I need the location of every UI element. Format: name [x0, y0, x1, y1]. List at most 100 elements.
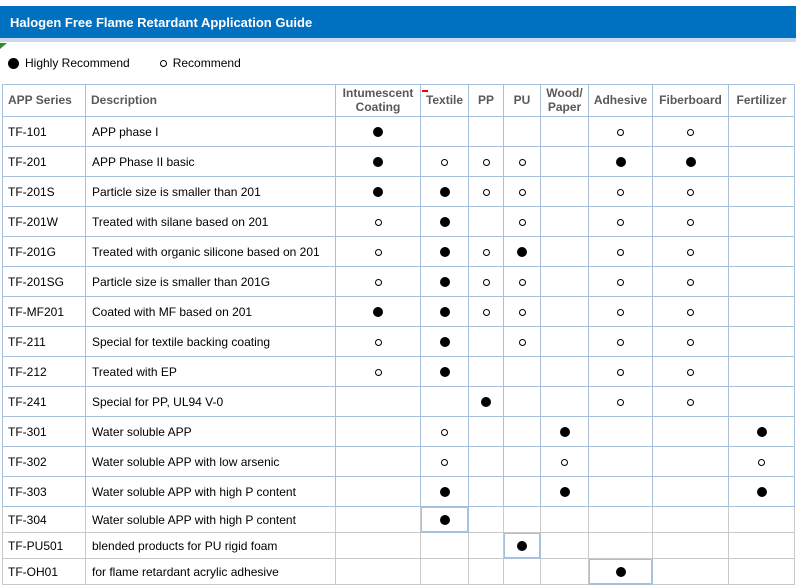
mark-cell-intumescent-coating: [335, 326, 421, 357]
series-cell: TF-301: [2, 416, 86, 447]
recommend-icon: [687, 398, 694, 406]
mark-cell-fiberboard: [652, 296, 729, 327]
mark-cell-fertilizer: [728, 558, 795, 585]
highly-recommend-icon: [373, 157, 383, 168]
column-header-pp: PP: [468, 84, 504, 117]
mark-cell-pp: [468, 558, 504, 585]
description-cell: Particle size is smaller than 201: [85, 176, 336, 207]
mark-cell-pu: [503, 266, 541, 297]
recommend-icon: [687, 308, 694, 316]
mark-cell-intumescent-coating: [335, 356, 421, 387]
mark-cell-fiberboard: [652, 146, 729, 177]
mark-cell-pu: [503, 296, 541, 327]
table-row: TF-101 APP phase I: [2, 116, 795, 147]
mark-cell-pp: [468, 356, 504, 387]
series-cell: TF-201S: [2, 176, 86, 207]
recommend-icon: [482, 188, 490, 196]
mark-cell-wood-paper: [540, 416, 589, 447]
comment-indicator-icon: [422, 90, 428, 92]
mark-cell-wood-paper: [540, 558, 589, 585]
mark-cell-intumescent-coating: [335, 476, 421, 507]
column-header-fiberboard: Fiberboard: [652, 84, 729, 117]
description-cell: Water soluble APP with high P content: [85, 476, 336, 507]
recommend-icon: [159, 59, 167, 67]
series-cell: TF-201SG: [2, 266, 86, 297]
mark-cell-wood-paper: [540, 236, 589, 267]
recommend-icon: [687, 248, 694, 256]
recommend-icon: [617, 278, 624, 286]
mark-cell-fiberboard: [652, 176, 729, 207]
mark-cell-wood-paper: [540, 146, 589, 177]
mark-cell-fertilizer: [728, 386, 795, 417]
column-header-adhesive: Adhesive: [588, 84, 653, 117]
recommend-icon: [617, 338, 624, 346]
recommend-icon: [441, 428, 448, 436]
mark-cell-pp: [468, 476, 504, 507]
mark-cell-wood-paper: [540, 476, 589, 507]
highly-recommend-icon: [685, 157, 696, 168]
mark-cell-wood-paper: [540, 206, 589, 237]
recommend-icon: [518, 278, 526, 286]
mark-cell-intumescent-coating: [335, 416, 421, 447]
recommend-icon: [617, 368, 624, 376]
mark-cell-adhesive: [588, 296, 653, 327]
mark-cell-pp: [468, 146, 504, 177]
mark-cell-pu: [503, 386, 541, 417]
highly-recommend-icon: [439, 217, 450, 228]
mark-cell-wood-paper: [540, 446, 589, 477]
column-header-pu: PU: [503, 84, 541, 117]
mark-cell-wood-paper: [540, 296, 589, 327]
description-cell: Water soluble APP with high P content: [85, 506, 336, 533]
recommend-icon: [617, 248, 624, 256]
mark-cell-fertilizer: [728, 506, 795, 533]
highly-recommend-icon: [439, 307, 450, 318]
mark-cell-intumescent-coating: [335, 266, 421, 297]
mark-cell-intumescent-coating: [335, 446, 421, 477]
table-row: TF-303 Water soluble APP with high P cont…: [2, 476, 795, 507]
mark-cell-fiberboard: [652, 506, 729, 533]
mark-cell-intumescent-coating: [335, 296, 421, 327]
recommend-icon: [617, 188, 624, 196]
highly-recommend-icon: [439, 277, 450, 288]
series-cell: TF-MF201: [2, 296, 86, 327]
mark-cell-fiberboard: [652, 476, 729, 507]
table-row: TF-241 Special for PP, UL94 V-0: [2, 386, 795, 417]
mark-cell-pp: [468, 506, 504, 533]
highly-recommend-icon: [517, 247, 527, 258]
recommend-icon: [374, 338, 382, 346]
mark-cell-intumescent-coating: [335, 146, 421, 177]
recommend-label: Recommend: [172, 56, 241, 70]
mark-cell-pp: [468, 386, 504, 417]
mark-cell-adhesive: [588, 326, 653, 357]
recommend-icon: [518, 188, 526, 196]
mark-cell-adhesive: [588, 266, 653, 297]
table-row: TF-OH01 for flame retardant acrylic adhes…: [2, 558, 795, 585]
mark-cell-adhesive: [588, 116, 653, 147]
mark-cell-fertilizer: [728, 476, 795, 507]
highly-recommend-icon: [439, 337, 450, 348]
series-cell: TF-OH01: [2, 558, 86, 585]
mark-cell-fertilizer: [728, 236, 795, 267]
title-bar: Halogen Free Flame Retardant Application…: [0, 6, 796, 38]
mark-cell-fiberboard: [652, 446, 729, 477]
recommend-icon: [687, 338, 694, 346]
mark-cell-adhesive: [588, 206, 653, 237]
mark-cell-pu: [503, 532, 541, 559]
mark-cell-pp: [468, 532, 504, 559]
mark-cell-pp: [468, 206, 504, 237]
mark-cell-fiberboard: [652, 416, 729, 447]
mark-cell-pu: [503, 176, 541, 207]
highly-recommend-icon: [439, 187, 450, 198]
mark-cell-pu: [503, 476, 541, 507]
mark-cell-adhesive: [588, 532, 653, 559]
recommend-icon: [518, 158, 526, 166]
table-row: TF-301 Water soluble APP: [2, 416, 795, 447]
highly-recommend-icon: [373, 307, 383, 318]
mark-cell-fertilizer: [728, 446, 795, 477]
recommend-icon: [374, 248, 382, 256]
series-cell: TF-201: [2, 146, 86, 177]
recommend-icon: [518, 338, 526, 346]
description-cell: APP phase I: [85, 116, 336, 147]
mark-cell-adhesive: [588, 176, 653, 207]
mark-cell-fiberboard: [652, 326, 729, 357]
